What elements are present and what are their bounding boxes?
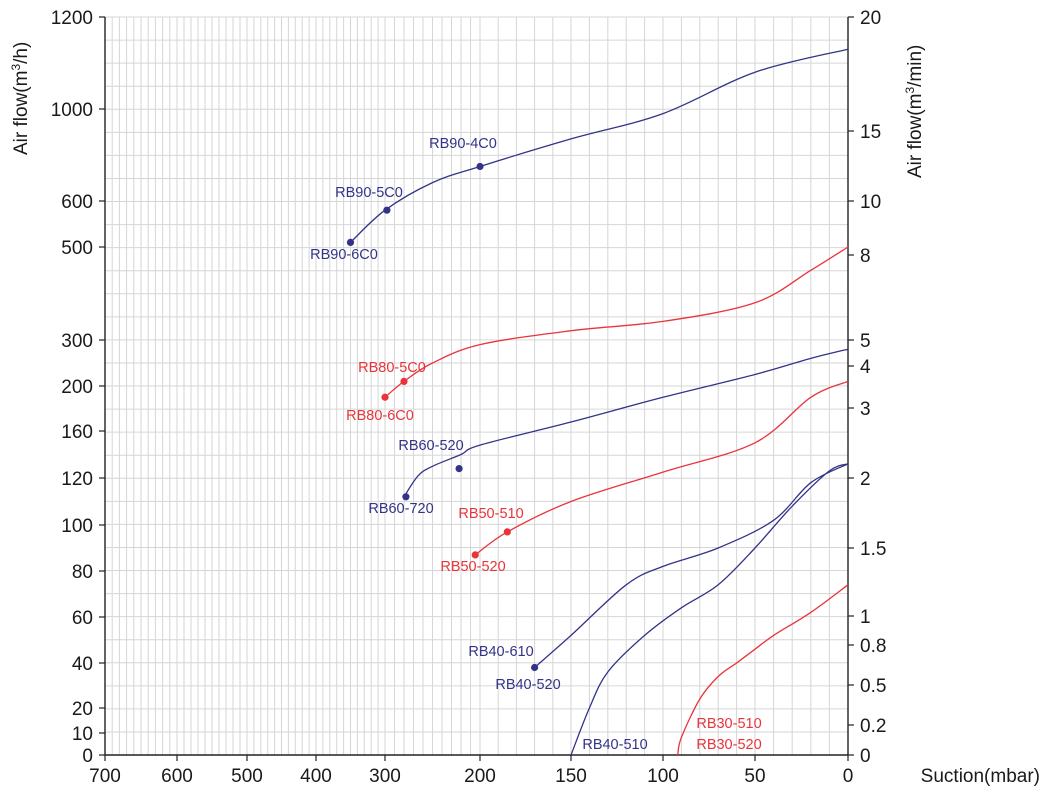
point-label-rb80-5c0: RB80-5C0 (358, 360, 426, 376)
y-right-tick-label: 0.8 (860, 636, 886, 657)
data-point-rb40-610 (531, 663, 539, 672)
x-tick-label: 0 (843, 766, 854, 787)
y-left-tick-label: 1000 (51, 100, 93, 121)
point-label-rb40-520: RB40-520 (495, 677, 560, 693)
y-axis-left-title: Air flow(m3/h) (9, 42, 32, 155)
y-left-tick-label: 500 (61, 238, 93, 259)
y-left-tick-label: 160 (61, 422, 93, 443)
x-tick-label: 100 (647, 766, 679, 787)
point-label-rb90-5c0: RB90-5C0 (335, 185, 403, 201)
y-right-tick-label: 20 (860, 8, 881, 29)
point-label-rb90-4c0: RB90-4C0 (429, 136, 497, 152)
series-line-rb80 (384, 246, 849, 398)
y-left-tick-label: 200 (61, 377, 93, 398)
y-left-tick-label: 80 (72, 562, 93, 583)
point-label-rb50-520: RB50-520 (440, 559, 505, 575)
x-tick-label: 200 (464, 766, 496, 787)
y-right-tick-label: 10 (860, 192, 881, 213)
y-right-tick-label: 2 (860, 469, 871, 490)
y-right-tick-label: 8 (860, 246, 871, 267)
y-right-tick-label: 1 (860, 607, 871, 628)
tick-labels: 700 600 500 400 300 200 150 100 50 00102040608010… (51, 8, 887, 787)
data-point-rb90-6c0 (346, 238, 355, 246)
series-line-rb90 (350, 48, 849, 243)
y-left-tick-label: 600 (61, 192, 93, 213)
y-left-tick-label: 10 (72, 724, 93, 745)
point-label-rb80-6c0: RB80-6C0 (346, 408, 414, 424)
x-tick-label: 300 (369, 766, 401, 787)
y-left-tick-label: 20 (72, 699, 93, 720)
point-label-rb60-720: RB60-720 (368, 501, 433, 517)
y-right-tick-label: 3 (860, 399, 871, 420)
point-labels: RB90-4C0 RB90-5C0 RB90-6C0 RB80-5C0 RB80-6C0… (310, 136, 762, 753)
series-line-rb30 (677, 584, 849, 756)
point-label-rb40-610: RB40-610 (468, 644, 533, 660)
x-tick-label: 600 (161, 766, 193, 787)
y-left-tick-label: 60 (72, 608, 93, 629)
y-axis-right-title: Air flow(m3/min) (903, 45, 926, 178)
series-line-rb40-510 (570, 463, 849, 756)
y-left-tick-label: 120 (61, 469, 93, 490)
y-left-tick-label: 100 (61, 516, 93, 537)
y-right-tick-label: 0 (860, 746, 871, 767)
point-label-rb90-6c0: RB90-6C0 (310, 247, 378, 263)
data-point-rb90-5c0 (383, 206, 391, 214)
x-tick-label: 50 (744, 766, 765, 787)
data-point-rb50-510 (503, 528, 511, 536)
x-tick-label: 500 (231, 766, 263, 787)
y-right-tick-label: 1.5 (860, 539, 886, 560)
x-tick-label: 150 (555, 766, 587, 787)
data-point-rb50-520 (471, 551, 479, 559)
data-point-rb90-4c0 (476, 162, 484, 171)
data-point-rb80-5c0 (400, 377, 408, 385)
y-right-tick-label: 5 (860, 331, 871, 352)
series-line-rb60 (403, 348, 849, 498)
x-tick-label: 400 (300, 766, 332, 787)
point-label-rb30-520: RB30-520 (696, 737, 761, 753)
data-point-rb60-520 (455, 465, 463, 473)
y-right-tick-label: 15 (860, 122, 881, 143)
data-point-rb80-6c0 (381, 393, 389, 401)
series-curves (350, 48, 849, 756)
y-left-tick-label: 40 (72, 654, 93, 675)
point-label-rb30-510: RB30-510 (696, 716, 761, 732)
y-right-tick-label: 0.5 (860, 676, 886, 697)
point-label-rb50-510: RB50-510 (458, 506, 523, 522)
y-left-tick-label: 1200 (51, 8, 93, 29)
y-right-tick-label: 4 (860, 357, 871, 378)
y-left-tick-label: 300 (61, 331, 93, 352)
data-points (346, 162, 539, 672)
data-point-rb60-720 (402, 493, 410, 501)
x-axis-title: Suction(mbar) (921, 766, 1040, 787)
series-line-rb40-610 (534, 463, 849, 668)
x-tick-label: 700 (89, 766, 121, 787)
y-left-tick-label: 0 (82, 746, 93, 767)
y-right-tick-label: 0.2 (860, 716, 886, 737)
point-label-rb60-520: RB60-520 (398, 438, 463, 454)
point-label-rb40-510: RB40-510 (582, 737, 647, 753)
